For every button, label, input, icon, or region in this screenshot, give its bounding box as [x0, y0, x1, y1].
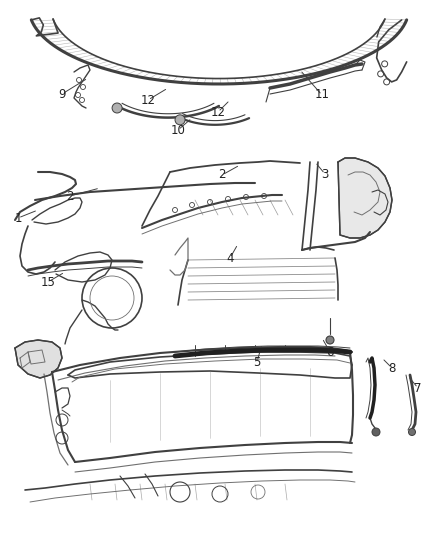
- Text: 2: 2: [218, 168, 226, 182]
- Polygon shape: [338, 158, 392, 238]
- Circle shape: [112, 103, 122, 113]
- Text: 11: 11: [314, 88, 329, 101]
- Text: 4: 4: [226, 252, 234, 264]
- Text: 12: 12: [211, 106, 226, 118]
- Circle shape: [372, 428, 380, 436]
- Text: 10: 10: [170, 124, 185, 136]
- Text: 8: 8: [389, 361, 396, 375]
- Text: 12: 12: [141, 93, 155, 107]
- Text: 3: 3: [321, 167, 328, 181]
- Polygon shape: [15, 340, 62, 378]
- Text: 5: 5: [253, 356, 261, 368]
- Circle shape: [175, 115, 185, 125]
- Text: 1: 1: [14, 212, 22, 224]
- Text: 9: 9: [58, 87, 66, 101]
- Text: 2: 2: [66, 190, 74, 203]
- Circle shape: [409, 429, 416, 435]
- Circle shape: [326, 336, 334, 344]
- Text: 7: 7: [414, 382, 422, 394]
- Text: 15: 15: [41, 276, 56, 288]
- Text: 6: 6: [326, 345, 334, 359]
